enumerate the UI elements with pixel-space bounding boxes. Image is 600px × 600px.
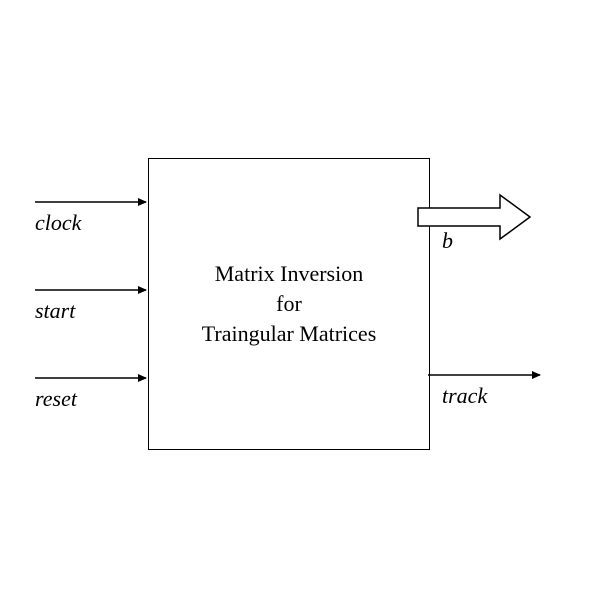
arrows-svg (0, 0, 600, 600)
clock-label: clock (35, 210, 81, 236)
reset-label: reset (35, 386, 77, 412)
b-block-arrow (418, 195, 530, 239)
b-label: b (442, 228, 453, 254)
track-label: track (442, 383, 487, 409)
diagram-canvas: Matrix Inversion for Traingular Matrices… (0, 0, 600, 600)
start-label: start (35, 298, 75, 324)
